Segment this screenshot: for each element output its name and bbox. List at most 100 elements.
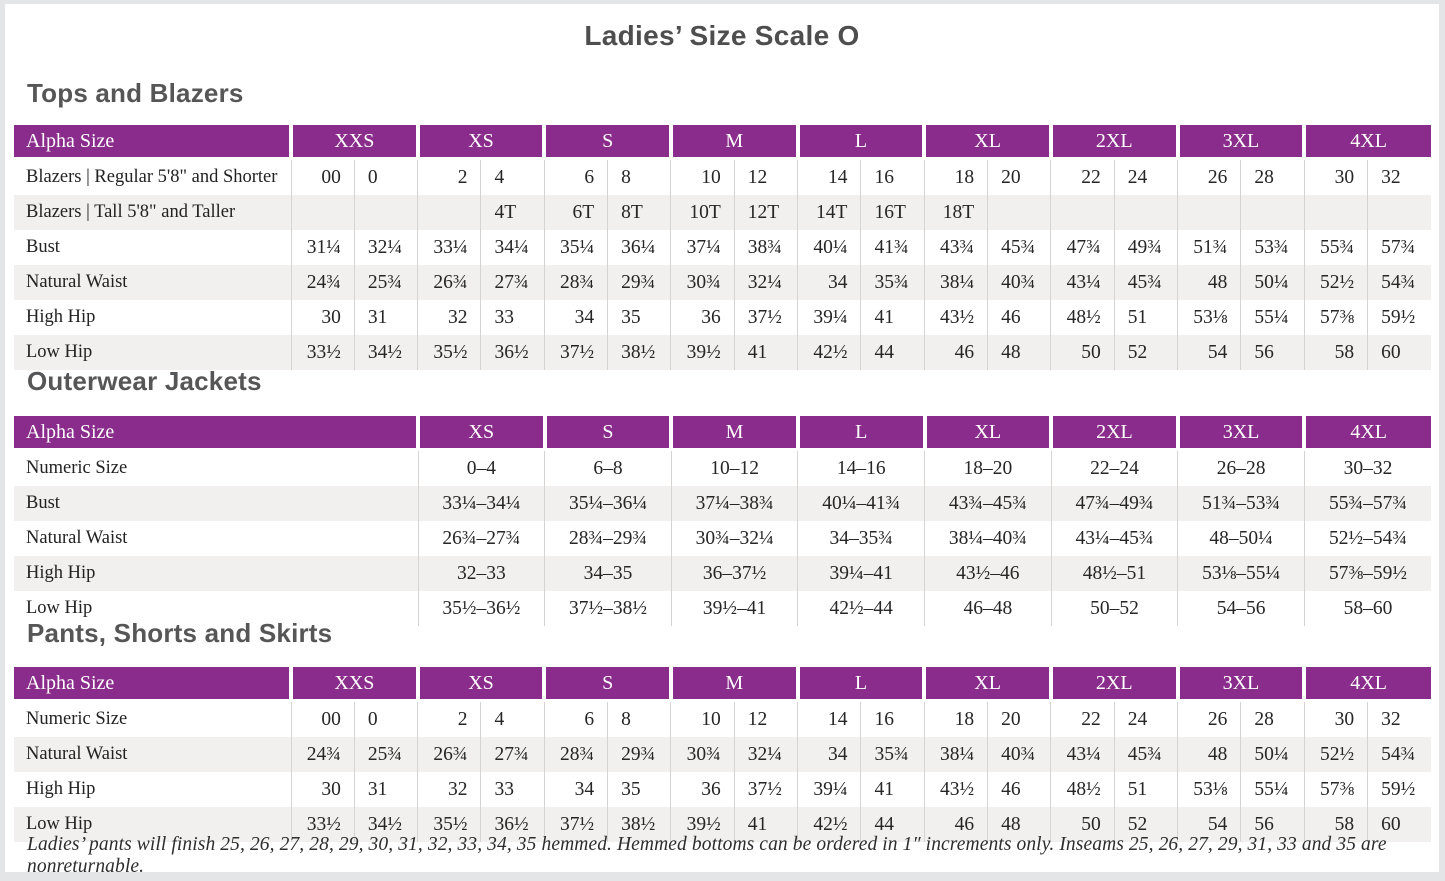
table-row: Numeric Size 00 0 2 4 6 8 10 12 14 16 18 20 22 24 26 28 3… bbox=[14, 700, 1431, 737]
size-cell bbox=[1113, 195, 1178, 230]
size-cell: 34 bbox=[543, 772, 608, 807]
size-cell: 34–35 bbox=[544, 556, 672, 591]
hemming-footnote: Ladies’ pants will finish 25, 26, 27, 28… bbox=[27, 834, 1387, 872]
size-column-header: 3XL bbox=[1175, 125, 1305, 160]
size-cell: 37¼ bbox=[670, 230, 735, 265]
size-cell: 57⅜–59½ bbox=[1303, 556, 1431, 591]
size-column-header: M bbox=[669, 416, 798, 451]
size-cell: 10–12 bbox=[670, 449, 798, 486]
size-cell: 52 bbox=[1113, 807, 1178, 842]
size-cell: 43¼ bbox=[1050, 265, 1115, 300]
size-cell: 57¾ bbox=[1367, 230, 1431, 265]
size-cell: 28 bbox=[1240, 158, 1305, 195]
size-cell: 37½ bbox=[733, 772, 798, 807]
size-cell: 38¼ bbox=[923, 737, 988, 772]
size-cell: 46 bbox=[987, 300, 1051, 335]
size-cell: 39½ bbox=[670, 807, 735, 842]
size-cell: 35¾ bbox=[860, 737, 925, 772]
size-cell: 18–20 bbox=[924, 449, 1052, 486]
size-cell: 33½ bbox=[290, 807, 355, 842]
table-row: Low Hip 33½ 34½ 35½ 36½ 37½ 38½ 39½ 41 42½ 44 46 48 5… bbox=[14, 807, 1431, 842]
alpha-size-header: Alpha Size bbox=[14, 416, 418, 451]
size-cell: 25¾ bbox=[353, 265, 418, 300]
size-cell bbox=[1303, 195, 1368, 230]
size-cell: 38½ bbox=[607, 335, 671, 370]
size-cell: 16T bbox=[860, 195, 925, 230]
size-cell: 36½ bbox=[480, 335, 545, 370]
size-cell: 38½ bbox=[607, 807, 671, 842]
size-cell: 2 bbox=[417, 158, 481, 195]
size-cell: 59½ bbox=[1367, 772, 1431, 807]
size-cell: 41 bbox=[860, 300, 925, 335]
size-column-header: XXS bbox=[289, 125, 418, 160]
pants-shorts-skirts-table: Alpha Size XXS XS S M L XL 2XL 3XL 4XL Numeric Siz… bbox=[14, 667, 1431, 842]
size-cell: 26 bbox=[1177, 158, 1241, 195]
size-column-header: XS bbox=[415, 125, 545, 160]
size-cell: 29¾ bbox=[607, 265, 671, 300]
size-cell: 20 bbox=[987, 158, 1051, 195]
size-cell: 00 bbox=[290, 700, 355, 737]
row-label: High Hip bbox=[26, 779, 96, 799]
size-cell: 14 bbox=[797, 158, 861, 195]
size-cell bbox=[1050, 195, 1115, 230]
alpha-size-header: Alpha Size bbox=[14, 125, 291, 160]
size-column-header: 3XL bbox=[1175, 667, 1305, 702]
size-cell: 20 bbox=[987, 700, 1051, 737]
row-label: Numeric Size bbox=[26, 458, 128, 478]
size-cell: 22 bbox=[1050, 158, 1115, 195]
table-row: Bust 33¼–34¼ 35¼–36¼ 37¼–38¾ 40¼–41¾ 43¾–45¾ 4… bbox=[14, 486, 1431, 521]
size-cell bbox=[290, 195, 355, 230]
size-column-header: S bbox=[542, 667, 671, 702]
size-cell: 54 bbox=[1177, 807, 1241, 842]
table-row: Natural Waist 26¾–27¾ 28¾–29¾ 30¾–32¼ 34–35¾… bbox=[14, 521, 1431, 556]
size-column-header: XL bbox=[922, 416, 1052, 451]
size-cell: 36 bbox=[670, 300, 735, 335]
size-cell: 32 bbox=[417, 772, 481, 807]
size-cell bbox=[1177, 195, 1241, 230]
size-cell: 36¼ bbox=[607, 230, 671, 265]
size-cell: 41 bbox=[860, 772, 925, 807]
page-title: Ladies’ Size Scale O bbox=[584, 20, 860, 51]
size-cell: 26¾ bbox=[417, 265, 481, 300]
size-cell: 28¾ bbox=[543, 737, 608, 772]
size-cell: 26¾–27¾ bbox=[417, 521, 545, 556]
size-cell: 34 bbox=[543, 300, 608, 335]
size-cell: 43½ bbox=[923, 772, 988, 807]
size-column-header: L bbox=[795, 125, 925, 160]
size-cell: 46 bbox=[923, 807, 988, 842]
size-cell: 12 bbox=[733, 700, 798, 737]
size-cell: 35¼–36¼ bbox=[544, 486, 672, 521]
size-cell: 32 bbox=[1367, 700, 1431, 737]
size-cell: 45¾ bbox=[1113, 737, 1178, 772]
size-cell: 24¾ bbox=[290, 737, 355, 772]
size-column-header: XS bbox=[416, 416, 545, 451]
size-column-header: 4XL bbox=[1302, 125, 1431, 160]
header-row: Alpha Size XXS XS S M L XL 2XL 3XL 4XL bbox=[14, 667, 1431, 702]
size-cell: 42½–44 bbox=[797, 591, 925, 626]
table-row: Numeric Size 0–4 6–8 10–12 14–16 18–20 22–24 26… bbox=[14, 449, 1431, 486]
size-cell: 37½ bbox=[733, 300, 798, 335]
size-cell: 44 bbox=[860, 807, 925, 842]
size-cell: 8 bbox=[607, 158, 671, 195]
size-cell: 38¼ bbox=[923, 265, 988, 300]
size-cell: 51¾–53¾ bbox=[1177, 486, 1305, 521]
size-cell: 50 bbox=[1050, 335, 1115, 370]
size-cell: 35 bbox=[607, 300, 671, 335]
size-cell: 39½ bbox=[670, 335, 735, 370]
size-cell: 16 bbox=[860, 158, 925, 195]
row-label: Natural Waist bbox=[26, 528, 128, 548]
size-column-header: XXS bbox=[289, 667, 418, 702]
size-cell: 29¾ bbox=[607, 737, 671, 772]
size-cell: 41¾ bbox=[860, 230, 925, 265]
size-cell: 51¾ bbox=[1177, 230, 1241, 265]
row-label: Blazers | Tall 5'8" and Taller bbox=[14, 195, 291, 230]
size-cell: 30 bbox=[1303, 700, 1368, 737]
size-cell: 2 bbox=[417, 700, 481, 737]
row-label: Low Hip bbox=[26, 598, 93, 618]
size-cell: 27¾ bbox=[480, 737, 545, 772]
size-cell: 48½ bbox=[1050, 772, 1115, 807]
size-cell: 27¾ bbox=[480, 265, 545, 300]
size-cell: 59½ bbox=[1367, 300, 1431, 335]
size-cell: 26–28 bbox=[1177, 449, 1305, 486]
size-cell: 26¾ bbox=[417, 737, 481, 772]
